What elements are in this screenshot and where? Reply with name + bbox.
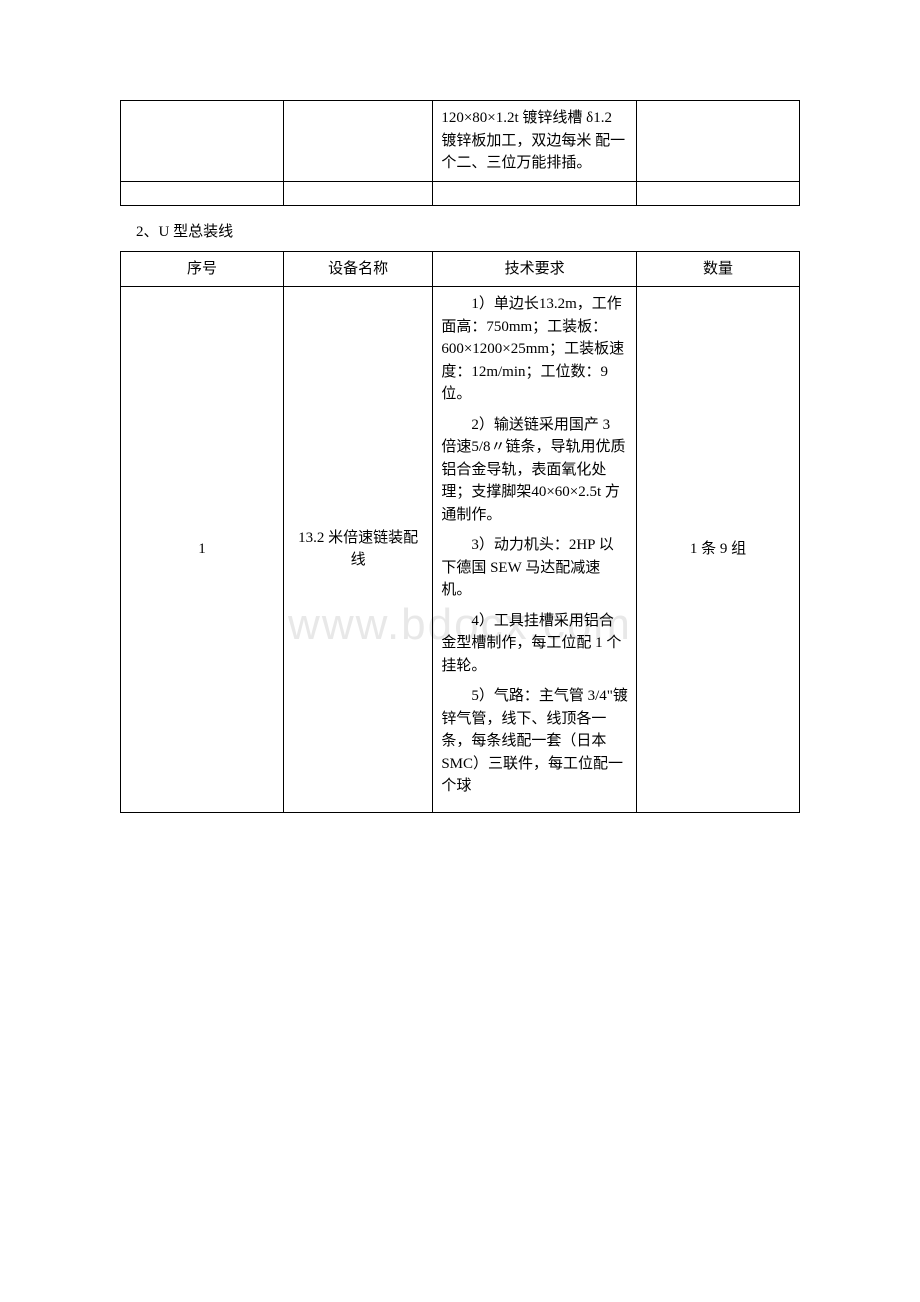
table-cell [283,181,432,205]
table-header-device: 设备名称 [283,251,432,287]
table-cell-device: 13.2 米倍速链装配线 [283,287,432,813]
table-cell [121,101,284,182]
table-cell-tech: 1）单边长13.2m，工作面高：750mm；工装板：600×1200×25mm；… [433,287,637,813]
table-2: 序号 设备名称 技术要求 数量 1 13.2 米倍速链装配线 1）单边长13.2… [120,251,800,813]
requirement-2: 2）输送链采用国产 3 倍速5/8〃链条，导轨用优质铝合金导轨，表面氧化处理；支… [441,414,628,527]
requirement-3: 3）动力机头：2HP 以下德国 SEW 马达配减速机。 [441,534,628,602]
table-header-qty: 数量 [637,251,800,287]
table-1: 120×80×1.2t 镀锌线槽 δ1.2 镀锌板加工，双边每米 配一个二、三位… [120,100,800,206]
requirement-4: 4）工具挂槽采用铝合金型槽制作，每工位配 1 个挂轮。 [441,610,628,678]
table-cell [637,101,800,182]
table-cell: 120×80×1.2t 镀锌线槽 δ1.2 镀锌板加工，双边每米 配一个二、三位… [433,101,637,182]
requirement-1: 1）单边长13.2m，工作面高：750mm；工装板：600×1200×25mm；… [441,293,628,406]
table-cell [637,181,800,205]
table-cell [433,181,637,205]
table-cell-seq: 1 [121,287,284,813]
table-header-tech: 技术要求 [433,251,637,287]
requirement-5: 5）气路：主气管 3/4"镀锌气管，线下、线顶各一条，每条线配一套（日本SMC）… [441,685,628,798]
table-cell-qty: 1 条 9 组 [637,287,800,813]
table-row: 1 13.2 米倍速链装配线 1）单边长13.2m，工作面高：750mm；工装板… [121,287,800,813]
table-row [121,181,800,205]
section-2-title: 2、U 型总装线 [136,220,800,241]
table-row: 120×80×1.2t 镀锌线槽 δ1.2 镀锌板加工，双边每米 配一个二、三位… [121,101,800,182]
table-cell [121,181,284,205]
table-header-seq: 序号 [121,251,284,287]
table-cell [283,101,432,182]
table-header-row: 序号 设备名称 技术要求 数量 [121,251,800,287]
